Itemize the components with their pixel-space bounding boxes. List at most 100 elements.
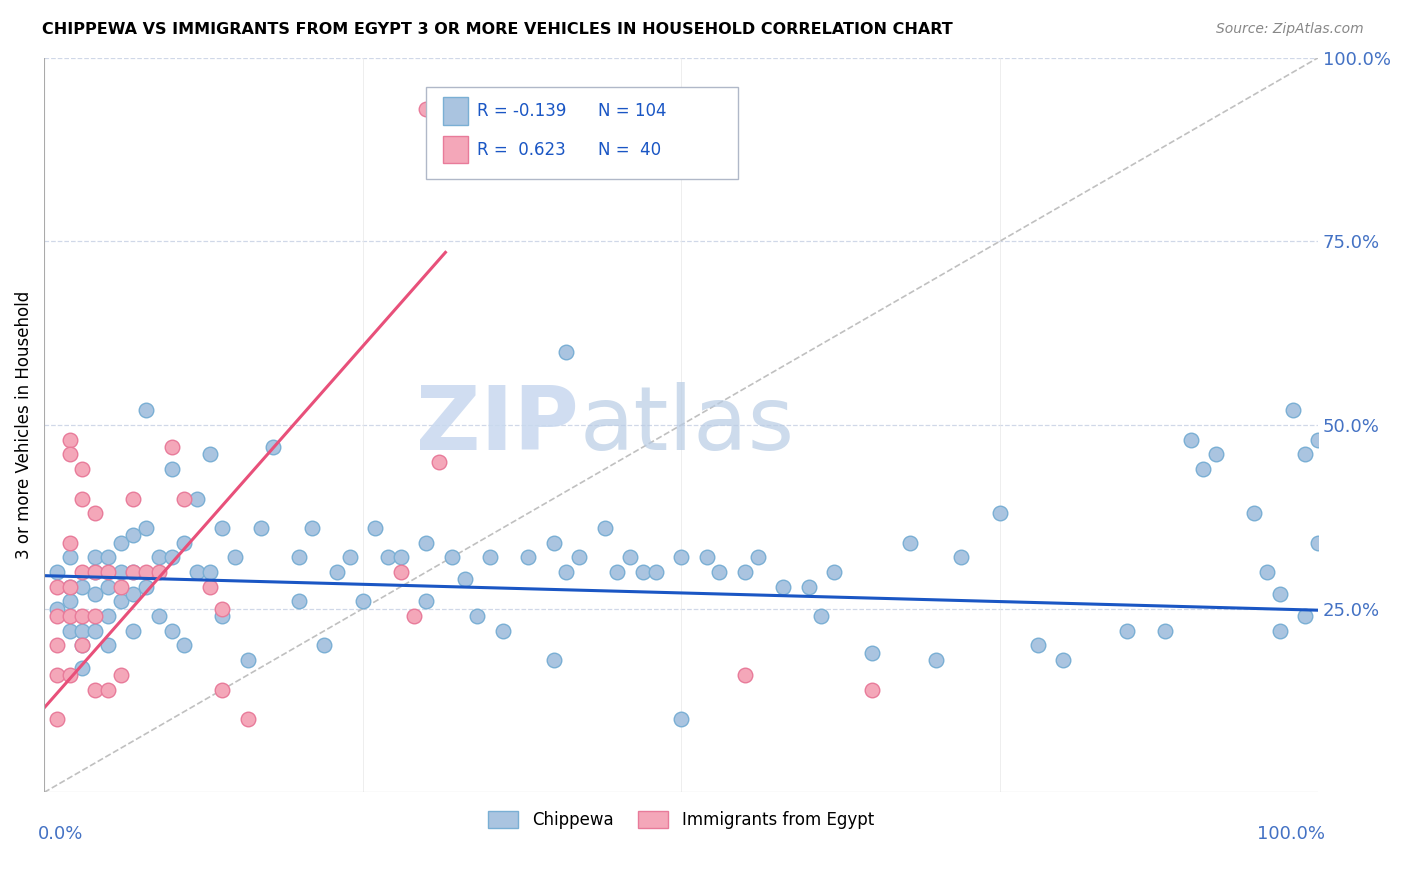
Point [734,668,756,682]
Point [389,550,412,565]
Point [173,639,195,653]
Point [72,565,94,579]
Point [97,550,120,565]
Point [860,682,883,697]
Point [301,521,323,535]
Point [543,653,565,667]
Text: N =  40: N = 40 [599,141,661,159]
Point [198,580,221,594]
Point [402,609,425,624]
Point [84,550,107,565]
Point [135,565,157,579]
Point [45,639,67,653]
Point [1256,565,1278,579]
Point [58,433,80,447]
Point [415,535,437,549]
Point [709,565,731,579]
Point [1205,447,1227,461]
Point [389,565,412,579]
Point [288,550,311,565]
Point [1268,624,1291,638]
Point [1308,433,1330,447]
Point [122,624,145,638]
Point [148,565,170,579]
Point [747,550,769,565]
Point [696,550,718,565]
Point [772,580,794,594]
Point [110,580,132,594]
Point [45,580,67,594]
Point [122,587,145,601]
Point [453,572,475,586]
Point [122,565,145,579]
Point [148,550,170,565]
Point [97,565,120,579]
Legend: Chippewa, Immigrants from Egypt: Chippewa, Immigrants from Egypt [482,804,880,836]
Point [135,521,157,535]
Point [58,668,80,682]
Text: atlas: atlas [579,382,794,468]
Point [900,535,922,549]
Point [45,609,67,624]
Point [1026,639,1049,653]
Point [58,624,80,638]
Point [84,587,107,601]
Text: R = -0.139: R = -0.139 [477,103,567,120]
Point [1052,653,1074,667]
Point [440,550,463,565]
Point [1281,403,1303,417]
Point [160,550,183,565]
Point [122,565,145,579]
Text: ZIP: ZIP [416,382,579,468]
Point [1243,506,1265,520]
Point [555,565,578,579]
Point [198,447,221,461]
Point [734,565,756,579]
Point [236,653,259,667]
Point [427,455,450,469]
Point [186,565,208,579]
Point [84,565,107,579]
Text: R =  0.623: R = 0.623 [477,141,567,159]
Point [823,565,845,579]
Point [1268,587,1291,601]
Point [517,550,540,565]
Text: CHIPPEWA VS IMMIGRANTS FROM EGYPT 3 OR MORE VEHICLES IN HOUSEHOLD CORRELATION CH: CHIPPEWA VS IMMIGRANTS FROM EGYPT 3 OR M… [42,22,953,37]
Point [186,491,208,506]
Point [492,624,515,638]
Point [288,594,311,608]
Point [606,565,628,579]
Point [211,521,233,535]
Point [58,550,80,565]
Point [84,682,107,697]
Point [249,521,271,535]
Point [97,580,120,594]
Point [1154,624,1177,638]
Point [797,580,820,594]
Point [45,565,67,579]
Y-axis label: 3 or more Vehicles in Household: 3 or more Vehicles in Household [15,291,32,559]
Point [988,506,1011,520]
Point [72,609,94,624]
Point [72,639,94,653]
Point [173,535,195,549]
Point [160,624,183,638]
Point [135,403,157,417]
Point [160,462,183,476]
Point [211,601,233,615]
Point [644,565,666,579]
Point [110,565,132,579]
Point [84,506,107,520]
Point [148,609,170,624]
Point [58,580,80,594]
Point [352,594,374,608]
Point [860,646,883,660]
Point [84,565,107,579]
Point [110,535,132,549]
Point [1294,609,1316,624]
Point [45,668,67,682]
Point [364,521,387,535]
Text: N = 104: N = 104 [599,103,666,120]
Point [58,609,80,624]
Point [122,491,145,506]
